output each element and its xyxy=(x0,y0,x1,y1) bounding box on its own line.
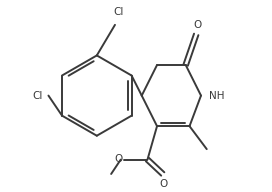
Text: O: O xyxy=(160,179,168,189)
Text: NH: NH xyxy=(209,91,224,101)
Text: O: O xyxy=(193,20,201,30)
Text: O: O xyxy=(114,154,123,164)
Text: Cl: Cl xyxy=(32,91,42,101)
Text: Cl: Cl xyxy=(114,7,124,17)
